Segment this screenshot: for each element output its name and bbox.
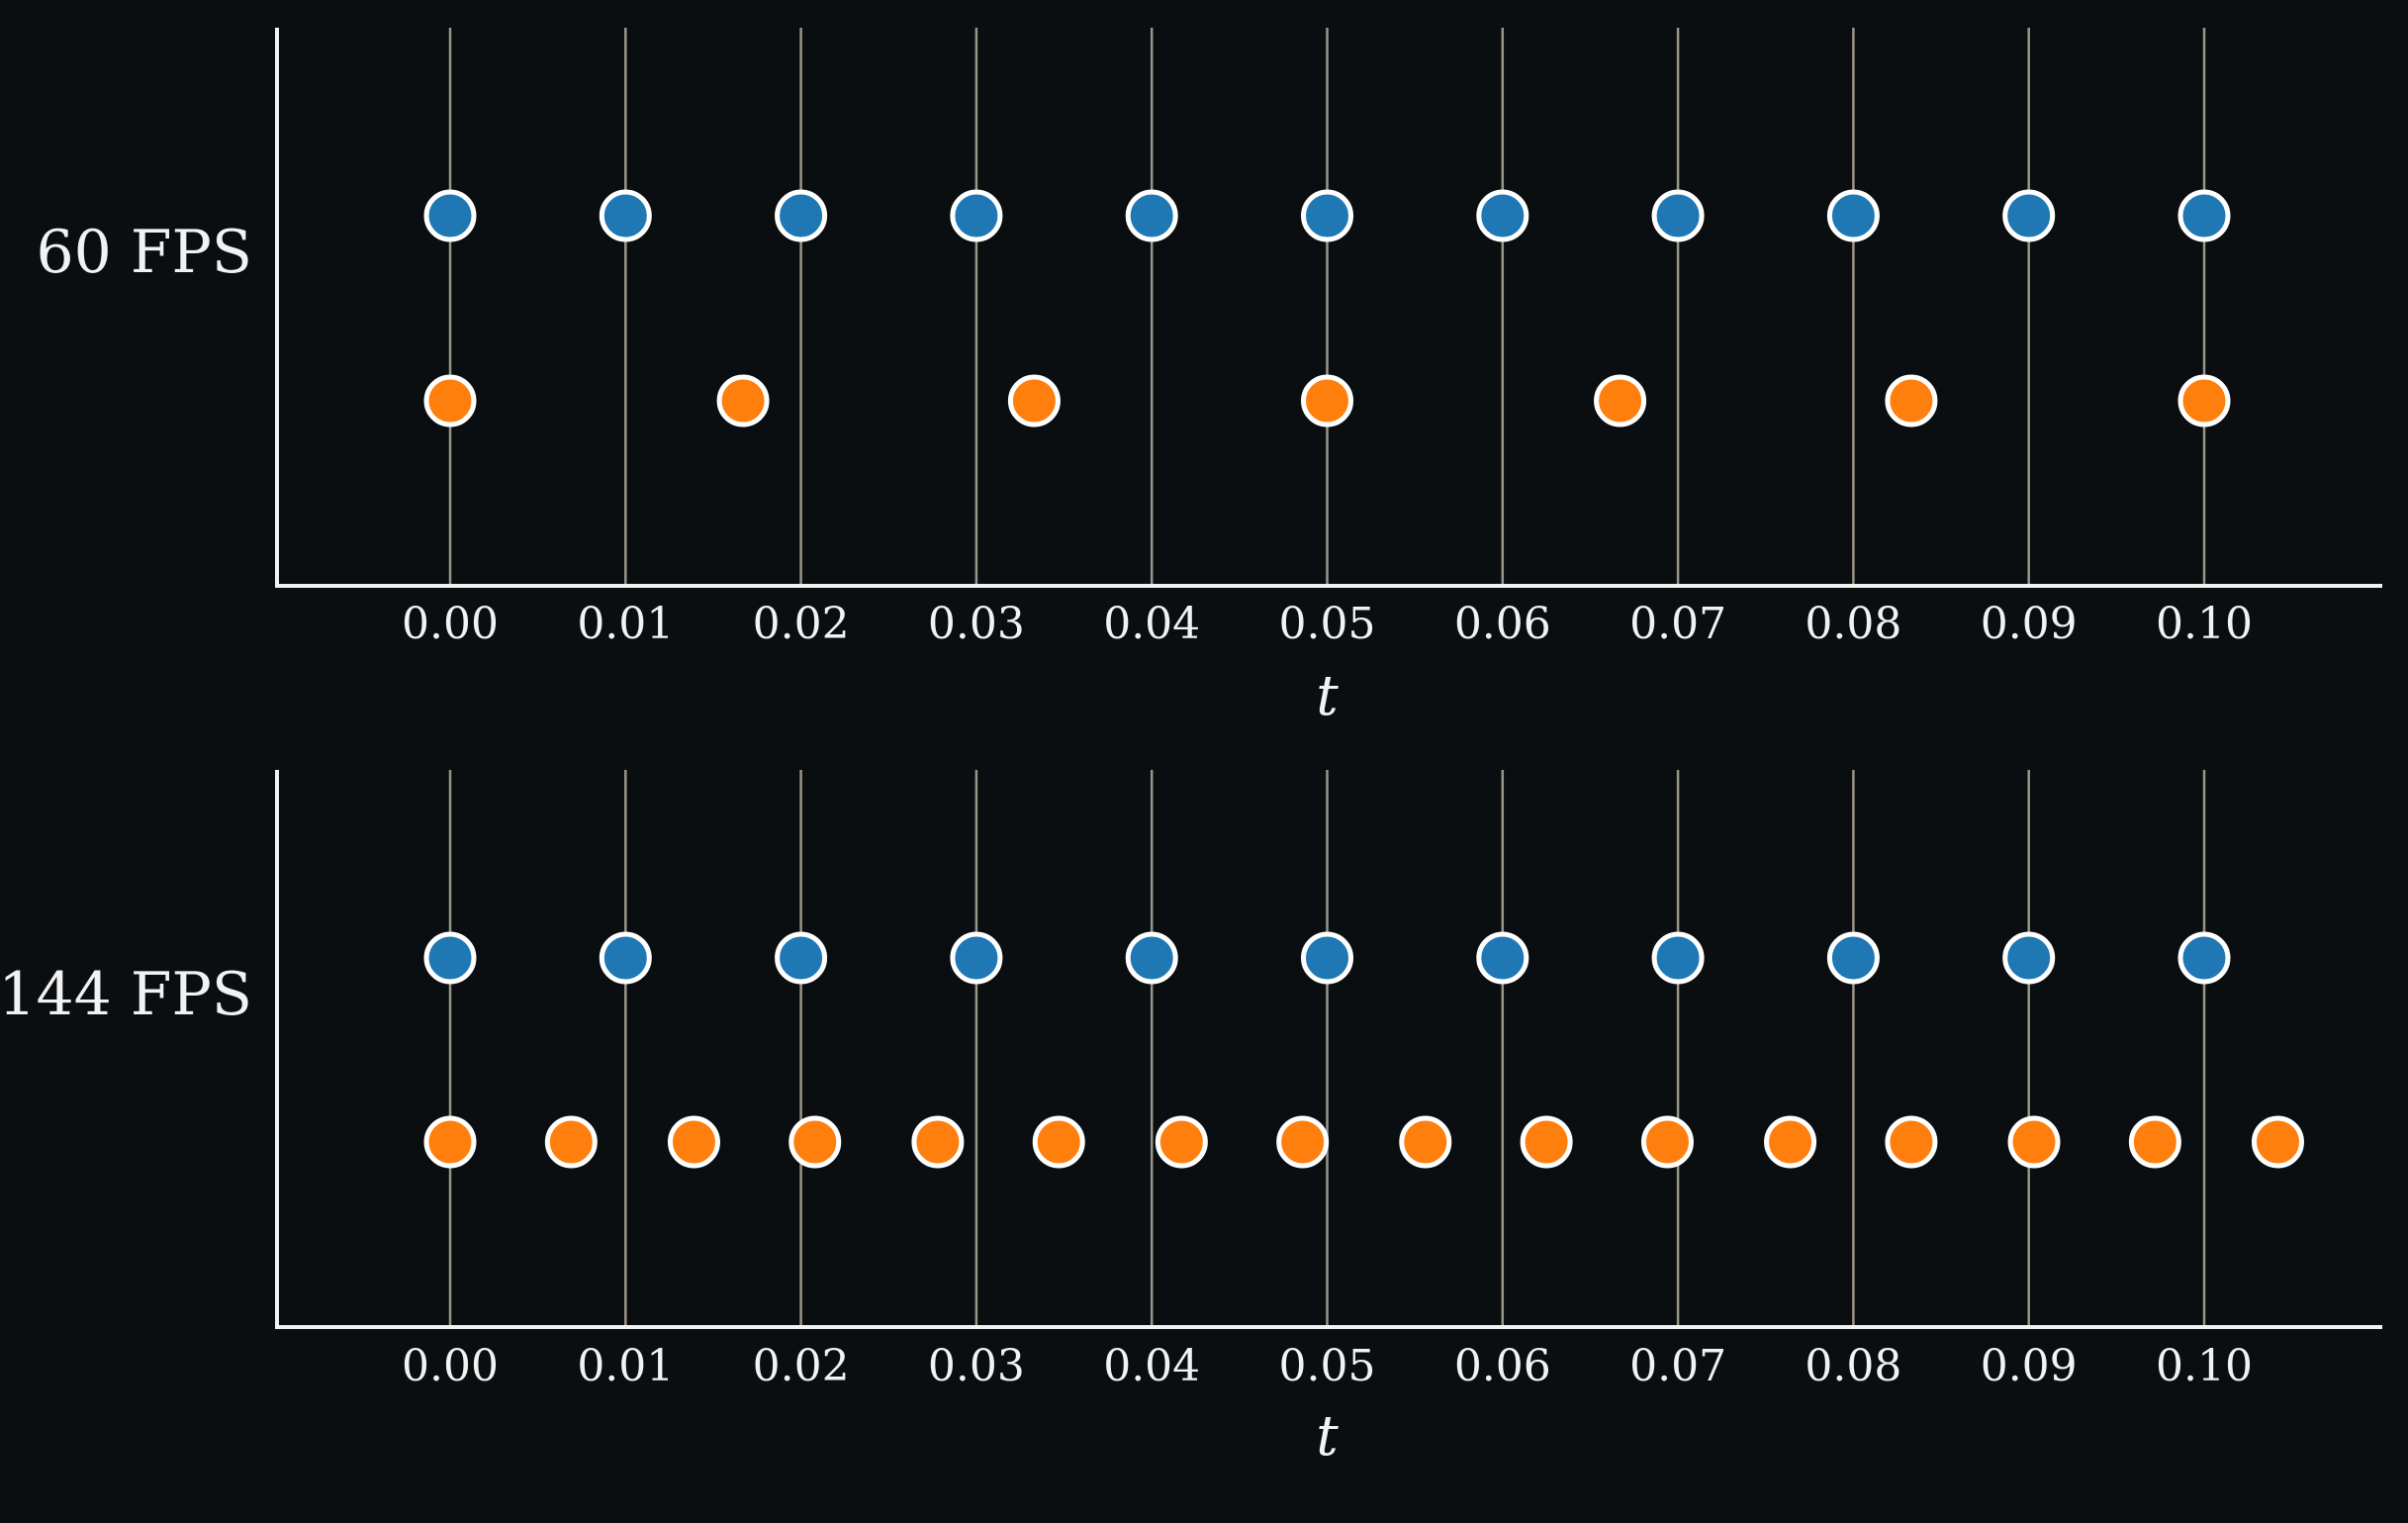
blue-point xyxy=(775,189,828,242)
orange-point xyxy=(1007,374,1061,428)
x-tick-label: 0.06 xyxy=(1454,1341,1551,1391)
x-tick-label: 0.10 xyxy=(2156,1341,2253,1391)
x-tick-label: 0.07 xyxy=(1629,1341,1726,1391)
orange-point xyxy=(2007,1115,2061,1169)
orange-point xyxy=(1032,1115,1085,1169)
x-tick-label: 0.02 xyxy=(753,599,850,649)
x-tick-label: 0.09 xyxy=(1981,599,2078,649)
blue-point xyxy=(423,189,477,242)
blue-point xyxy=(1301,189,1353,242)
blue-point xyxy=(1476,189,1529,242)
blue-point xyxy=(599,931,652,985)
orange-point xyxy=(788,1115,842,1169)
x-tick-label: 0.08 xyxy=(1805,599,1901,649)
x-tick-label: 0.00 xyxy=(402,1341,499,1391)
x-tick-label: 0.01 xyxy=(577,599,674,649)
orange-point xyxy=(2128,1115,2181,1169)
y-axis-label: 60 FPS xyxy=(36,218,252,287)
x-tick-label: 0.04 xyxy=(1103,599,1200,649)
blue-point xyxy=(1826,931,1880,985)
orange-point xyxy=(2251,1115,2304,1169)
orange-point xyxy=(1155,1115,1208,1169)
orange-point xyxy=(1885,374,1938,428)
blue-point xyxy=(2002,931,2056,985)
orange-point xyxy=(1520,1115,1573,1169)
orange-point xyxy=(1640,1115,1694,1169)
blue-point xyxy=(1651,931,1705,985)
orange-point xyxy=(911,1115,965,1169)
orange-point xyxy=(2177,374,2231,428)
x-tick-label: 0.10 xyxy=(2156,599,2253,649)
orange-point xyxy=(1764,1115,1817,1169)
orange-point xyxy=(1885,1115,1938,1169)
blue-point xyxy=(1125,189,1178,242)
x-tick-label: 0.02 xyxy=(753,1341,850,1391)
x-tick-label: 0.07 xyxy=(1629,599,1726,649)
orange-point xyxy=(716,374,770,428)
x-tick-label: 0.08 xyxy=(1805,1341,1901,1391)
x-tick-label: 0.03 xyxy=(928,599,1025,649)
blue-point xyxy=(1826,189,1880,242)
x-tick-label: 0.00 xyxy=(402,599,499,649)
x-tick-label: 0.09 xyxy=(1981,1341,2078,1391)
blue-point xyxy=(950,931,1003,985)
x-axis-label: t xyxy=(1316,1404,1339,1469)
orange-point xyxy=(423,374,477,428)
blue-point xyxy=(423,931,477,985)
orange-point xyxy=(1276,1115,1330,1169)
blue-point xyxy=(2177,931,2231,985)
blue-point xyxy=(599,189,652,242)
orange-point xyxy=(544,1115,598,1169)
blue-point xyxy=(1301,931,1353,985)
x-tick-label: 0.03 xyxy=(928,1341,1025,1391)
blue-point xyxy=(1476,931,1529,985)
x-tick-label: 0.05 xyxy=(1279,1341,1376,1391)
orange-point xyxy=(1399,1115,1452,1169)
orange-point xyxy=(667,1115,720,1169)
x-tick-label: 0.04 xyxy=(1103,1341,1200,1391)
blue-point xyxy=(2002,189,2056,242)
blue-point xyxy=(950,189,1003,242)
orange-point xyxy=(1594,374,1647,428)
blue-point xyxy=(1125,931,1178,985)
orange-point xyxy=(1301,374,1353,428)
x-tick-label: 0.06 xyxy=(1454,599,1551,649)
y-axis-label: 144 FPS xyxy=(0,960,252,1029)
blue-point xyxy=(775,931,828,985)
blue-point xyxy=(1651,189,1705,242)
orange-point xyxy=(423,1115,477,1169)
x-tick-label: 0.01 xyxy=(577,1341,674,1391)
x-tick-label: 0.05 xyxy=(1279,599,1376,649)
blue-point xyxy=(2177,189,2231,242)
x-axis-label: t xyxy=(1316,664,1339,728)
